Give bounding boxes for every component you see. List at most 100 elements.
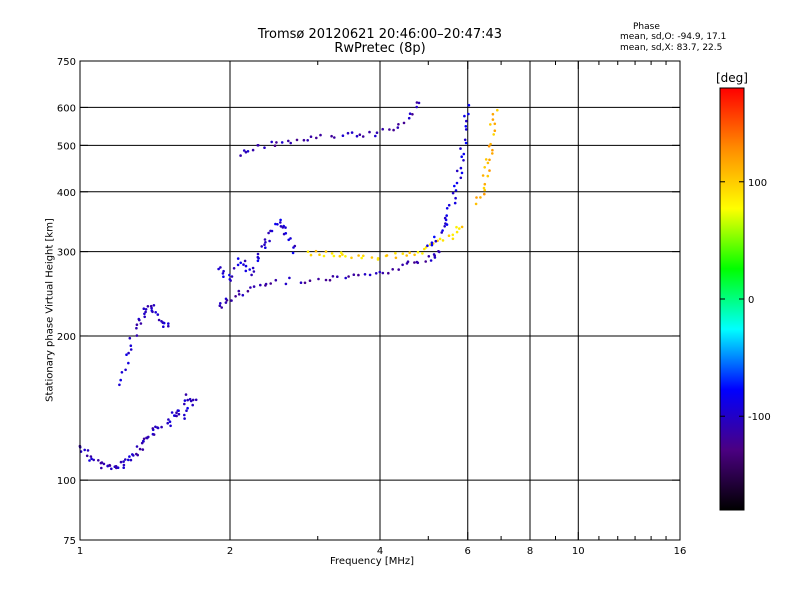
- data-point: [441, 239, 445, 242]
- data-point: [332, 254, 336, 258]
- data-point: [252, 285, 256, 288]
- data-point: [396, 126, 400, 129]
- data-point: [491, 112, 495, 116]
- data-point: [191, 403, 194, 407]
- data-point: [381, 127, 385, 131]
- data-point: [194, 398, 198, 402]
- data-point: [156, 313, 160, 316]
- data-point: [152, 433, 156, 436]
- data-point: [357, 254, 360, 257]
- data-point: [224, 297, 228, 301]
- data-point: [437, 250, 440, 253]
- y-tick-label: 300: [57, 248, 76, 259]
- data-point: [315, 136, 318, 140]
- data-point: [397, 268, 401, 271]
- stats-o-mode: mean, sd,O: -94.9, 17.1: [620, 32, 727, 42]
- data-point: [275, 141, 278, 144]
- data-point: [154, 311, 157, 314]
- data-point: [479, 196, 482, 199]
- data-point: [242, 149, 246, 152]
- data-point: [314, 249, 318, 253]
- data-point: [406, 260, 410, 264]
- data-point: [243, 259, 247, 263]
- data-point: [331, 275, 335, 278]
- data-point: [246, 150, 250, 153]
- data-point: [455, 230, 459, 234]
- data-point: [122, 460, 125, 463]
- data-point: [183, 402, 186, 406]
- data-point: [241, 293, 245, 297]
- data-point: [237, 293, 241, 296]
- grid: [80, 61, 680, 540]
- data-point: [83, 448, 86, 452]
- data-point: [128, 336, 132, 340]
- data-point: [308, 279, 312, 283]
- data-point: [336, 275, 339, 279]
- data-point: [459, 147, 462, 150]
- data-point: [415, 105, 419, 109]
- data-point: [129, 458, 133, 462]
- data-point: [88, 459, 91, 462]
- x-tick-label: 8: [527, 546, 533, 557]
- data-point: [411, 113, 414, 116]
- data-point: [263, 146, 266, 149]
- data-point: [273, 144, 277, 147]
- data-point: [184, 393, 188, 396]
- data-point: [222, 275, 225, 279]
- data-point: [421, 252, 424, 255]
- stats-x-mode: mean, sd,X: 83.7, 22.5: [620, 43, 723, 53]
- data-point: [251, 148, 255, 152]
- x-tick-label: 1: [77, 546, 83, 557]
- data-point: [239, 154, 242, 157]
- chart-title: Tromsø 20120621 20:46:00–20:47:43: [257, 27, 503, 42]
- data-point: [152, 304, 156, 307]
- data-point: [374, 272, 378, 275]
- data-point: [119, 378, 122, 382]
- data-point: [168, 420, 172, 424]
- data-point: [99, 461, 103, 465]
- data-point: [274, 278, 278, 282]
- data-point: [86, 449, 90, 452]
- data-point: [416, 261, 420, 265]
- data-point: [460, 225, 464, 229]
- data-point: [430, 241, 434, 244]
- data-point: [141, 448, 145, 451]
- data-point: [160, 425, 163, 429]
- data-point: [279, 218, 282, 222]
- data-point: [167, 322, 170, 325]
- data-point: [120, 371, 124, 374]
- data-point: [423, 247, 426, 251]
- data-point: [392, 128, 395, 132]
- data-point: [154, 425, 157, 429]
- data-point: [287, 238, 291, 242]
- data-point: [333, 136, 336, 139]
- data-point: [289, 237, 292, 240]
- data-point: [491, 152, 494, 155]
- data-point: [358, 133, 362, 136]
- data-point: [221, 272, 225, 275]
- data-point: [491, 118, 495, 121]
- data-point: [244, 269, 248, 273]
- data-point: [487, 144, 491, 148]
- y-tick-label: 400: [57, 188, 76, 199]
- data-point: [274, 222, 277, 226]
- data-point: [136, 453, 139, 457]
- data-point: [489, 142, 492, 146]
- data-point: [306, 250, 310, 253]
- colorbar-label: [deg]: [716, 71, 748, 85]
- data-point: [459, 166, 463, 170]
- data-point: [341, 253, 344, 256]
- data-point: [167, 324, 170, 328]
- data-point: [157, 318, 161, 322]
- data-point: [488, 169, 491, 172]
- data-point: [463, 138, 467, 142]
- data-point: [339, 251, 343, 254]
- data-point: [491, 148, 494, 152]
- data-point: [219, 266, 222, 269]
- data-point: [218, 304, 222, 308]
- data-point: [177, 412, 181, 416]
- data-point: [402, 121, 406, 125]
- data-point: [143, 315, 146, 319]
- data-point: [252, 270, 256, 273]
- data-point: [279, 225, 283, 228]
